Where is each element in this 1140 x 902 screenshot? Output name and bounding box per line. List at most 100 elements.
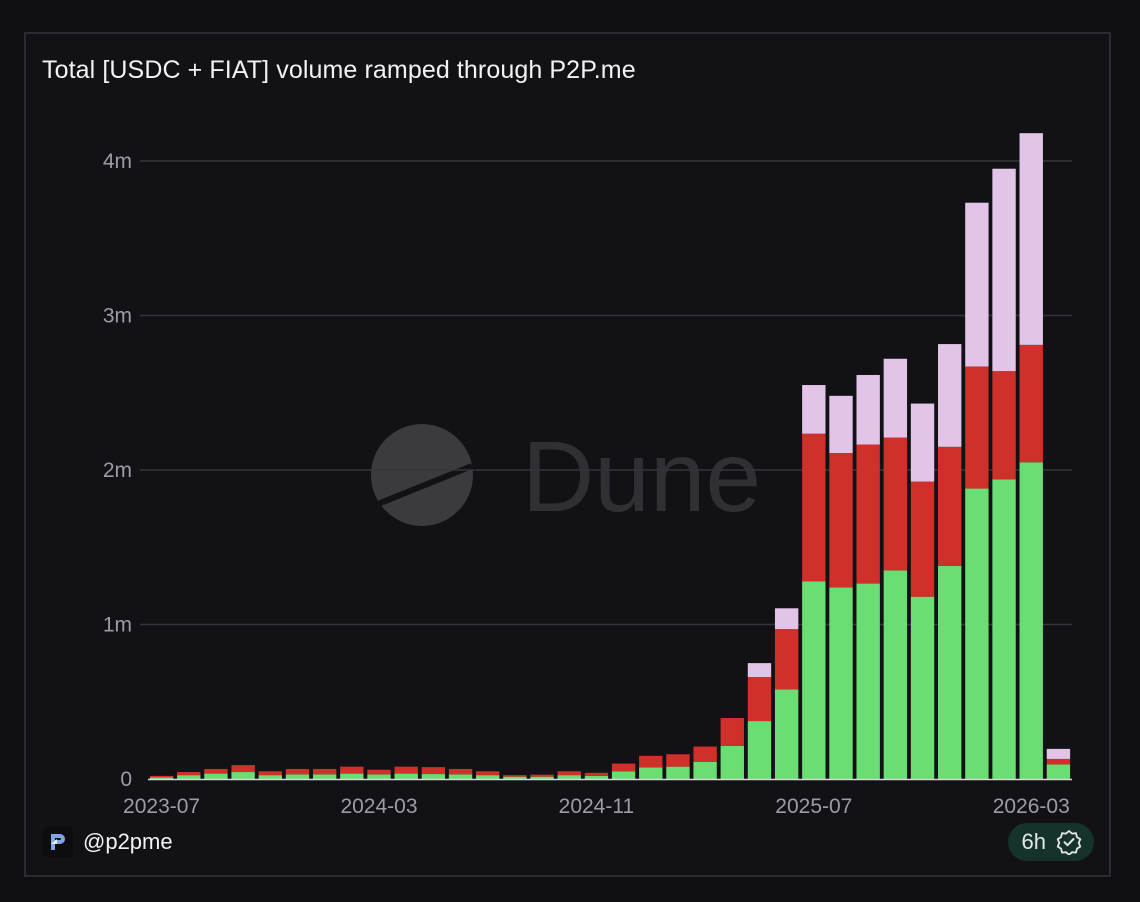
bar-segment-series-1[interactable] — [448, 774, 473, 779]
bar-segment-series-1[interactable] — [340, 773, 364, 779]
x-tick-label: 2026-03 — [993, 795, 1070, 818]
bar-segment-series-2[interactable] — [910, 481, 935, 597]
bar-segment-series-1[interactable] — [231, 772, 255, 779]
bar-segment-series-2[interactable] — [530, 774, 554, 777]
verified-check-icon — [1056, 830, 1082, 855]
bar-segment-series-1[interactable] — [421, 774, 446, 779]
bar-segment-series-2[interactable] — [883, 437, 908, 571]
bar-segment-series-1[interactable] — [584, 775, 609, 779]
bar-segment-series-1[interactable] — [394, 773, 418, 779]
bar-segment-series-3[interactable] — [992, 168, 1016, 372]
chart-title: Total [USDC + FIAT] volume ramped throug… — [42, 56, 636, 84]
bar-segment-series-3[interactable] — [1046, 748, 1071, 759]
bar-segment-series-1[interactable] — [530, 776, 554, 779]
bar-segment-series-2[interactable] — [720, 717, 744, 746]
bar-segment-series-1[interactable] — [1046, 764, 1071, 779]
bar-segment-series-3[interactable] — [747, 663, 772, 678]
stacked-bar-chart: Dune 0 1m 2m 3m 4m 2023-07 2024-03 2024-11 2025… — [103, 133, 1072, 818]
bar-segment-series-1[interactable] — [802, 581, 826, 779]
bar-segment-series-1[interactable] — [503, 776, 527, 779]
bar-segment-series-1[interactable] — [639, 767, 663, 779]
bar-segment-series-1[interactable] — [720, 745, 744, 779]
bar-segment-series-2[interactable] — [312, 768, 337, 775]
bar-segment-series-1[interactable] — [476, 775, 500, 779]
refresh-badge[interactable]: 6h — [1007, 823, 1094, 861]
bar-segment-series-1[interactable] — [149, 777, 174, 779]
bar-segment-series-2[interactable] — [856, 444, 880, 584]
bar-segment-series-2[interactable] — [149, 775, 174, 778]
bar-segment-series-1[interactable] — [883, 570, 908, 779]
owner-link[interactable]: @p2pme — [43, 826, 173, 858]
chart-card: Total [USDC + FIAT] volume ramped throug… — [24, 32, 1111, 877]
bar-segment-series-1[interactable] — [910, 596, 935, 779]
bar-segment-series-1[interactable] — [557, 775, 581, 779]
y-tick-label: 4m — [103, 150, 132, 173]
bar-segment-series-1[interactable] — [204, 773, 228, 779]
bar-segment-series-3[interactable] — [883, 358, 908, 438]
bar-segment-series-1[interactable] — [693, 762, 717, 779]
x-tick-label: 2025-07 — [775, 795, 852, 818]
refresh-interval: 6h — [1021, 829, 1046, 854]
bar-segment-series-2[interactable] — [829, 453, 853, 588]
bar-segment-series-2[interactable] — [285, 768, 310, 775]
bar-segment-series-1[interactable] — [1019, 462, 1043, 779]
y-tick-label: 3m — [103, 305, 132, 328]
bar-segment-series-2[interactable] — [666, 754, 690, 767]
bar-segment-series-2[interactable] — [1046, 758, 1071, 765]
bar-segment-series-1[interactable] — [666, 766, 690, 779]
bar-segment-series-2[interactable] — [802, 433, 826, 582]
bar-segment-series-2[interactable] — [557, 771, 581, 776]
bar-segment-series-2[interactable] — [448, 768, 473, 775]
bar-segment-series-1[interactable] — [312, 774, 337, 779]
bar-segment-series-1[interactable] — [747, 721, 772, 779]
bar-segment-series-1[interactable] — [177, 775, 201, 779]
bar-segment-series-1[interactable] — [285, 774, 310, 779]
watermark-text: Dune — [522, 421, 761, 533]
bar-segment-series-2[interactable] — [965, 366, 989, 489]
bar-segment-series-2[interactable] — [258, 771, 282, 776]
bar-segment-series-3[interactable] — [856, 374, 880, 445]
bar-segment-series-1[interactable] — [856, 583, 880, 779]
bar-segment-series-2[interactable] — [747, 677, 772, 722]
bar-segment-series-2[interactable] — [231, 765, 255, 773]
bar-segment-series-2[interactable] — [204, 768, 228, 774]
x-tick-label: 2023-07 — [123, 795, 200, 818]
bar-segment-series-2[interactable] — [584, 772, 609, 776]
bar-segment-series-2[interactable] — [611, 763, 636, 772]
p2pme-logo-icon — [43, 827, 73, 857]
bar-segment-series-2[interactable] — [992, 371, 1016, 480]
bar-segment-series-3[interactable] — [802, 385, 826, 434]
bar-segment-series-1[interactable] — [774, 689, 799, 779]
bar-segment-series-3[interactable] — [829, 395, 853, 454]
bar-segment-series-1[interactable] — [367, 774, 391, 779]
dune-watermark: Dune — [371, 421, 761, 533]
bar-segment-series-3[interactable] — [965, 202, 989, 367]
x-tick-label: 2024-11 — [559, 795, 635, 818]
bar-segment-series-3[interactable] — [938, 344, 962, 447]
bar-segment-series-2[interactable] — [340, 766, 364, 774]
bar-segment-series-1[interactable] — [829, 587, 853, 779]
bar-segment-series-3[interactable] — [774, 608, 799, 630]
bar-segment-series-1[interactable] — [992, 479, 1016, 779]
y-tick-label: 0 — [120, 768, 132, 791]
bar-segment-series-2[interactable] — [367, 769, 391, 775]
bar-segment-series-3[interactable] — [910, 403, 935, 482]
bar-segment-series-2[interactable] — [774, 629, 799, 690]
bar-segment-series-2[interactable] — [394, 766, 418, 774]
y-tick-label: 1m — [103, 614, 132, 637]
x-tick-label: 2024-03 — [340, 795, 417, 818]
bar-segment-series-1[interactable] — [611, 771, 636, 779]
bar-segment-series-2[interactable] — [177, 772, 201, 776]
bar-segment-series-2[interactable] — [1019, 344, 1043, 463]
bar-segment-series-1[interactable] — [965, 488, 989, 779]
bar-segment-series-3[interactable] — [1019, 133, 1043, 345]
bar-segment-series-2[interactable] — [421, 767, 446, 775]
bar-segment-series-2[interactable] — [938, 446, 962, 566]
bar-segment-series-1[interactable] — [258, 775, 282, 779]
bar-segment-series-2[interactable] — [503, 775, 527, 777]
bar-segment-series-1[interactable] — [938, 565, 962, 779]
y-tick-label: 2m — [103, 459, 132, 482]
bar-segment-series-2[interactable] — [476, 771, 500, 776]
bar-segment-series-2[interactable] — [693, 746, 717, 763]
bar-segment-series-2[interactable] — [639, 755, 663, 768]
